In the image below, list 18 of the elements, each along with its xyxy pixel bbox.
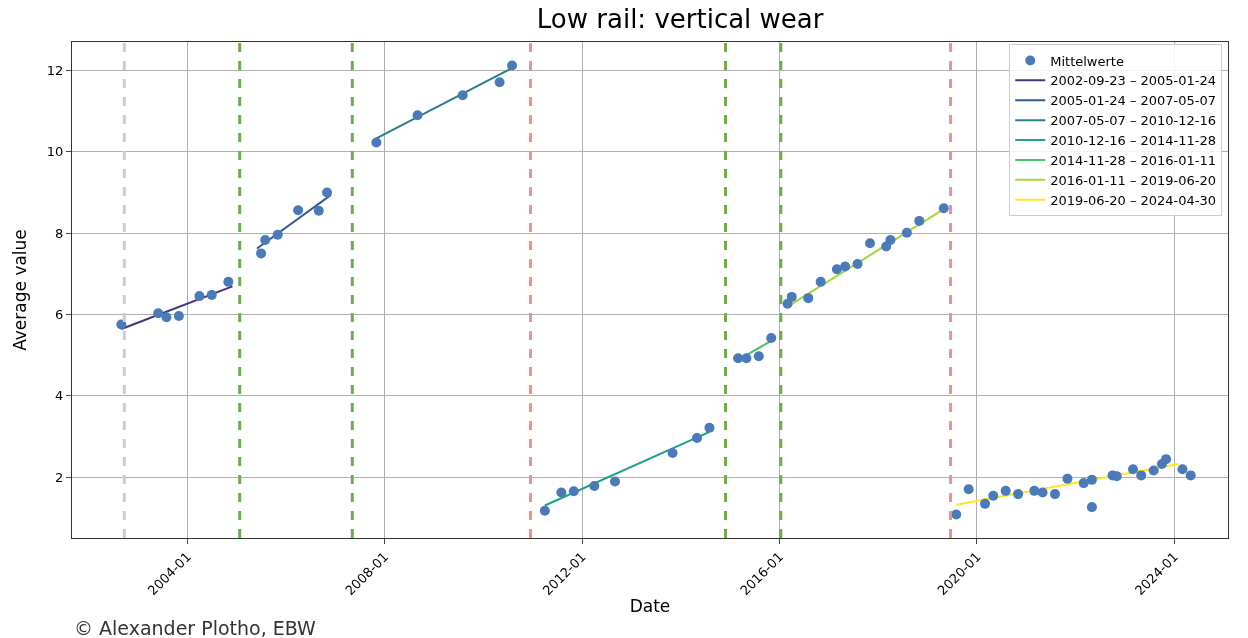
legend-label: 2016-01-11 – 2019-06-20 <box>1050 172 1217 188</box>
y-tick-label: 8 <box>55 225 64 241</box>
legend-label: 2014-11-28 – 2016-01-11 <box>1050 153 1217 168</box>
legend-label: Mittelwerte <box>1050 53 1124 69</box>
y-tick-label: 10 <box>46 144 64 160</box>
chart-title: Low rail: vertical wear <box>536 3 824 34</box>
legend-label: 2010-12-16 – 2014-11-28 <box>1050 133 1217 149</box>
x-axis-title: Date <box>629 595 671 616</box>
y-tick-label: 4 <box>55 388 64 404</box>
y-tick-label: 12 <box>46 63 64 79</box>
legend-label: 2007-05-07 – 2010-12-16 <box>1050 113 1217 129</box>
y-tick-label: 6 <box>55 306 64 322</box>
legend-label: 2019-06-20 – 2024-04-30 <box>1050 192 1217 208</box>
text: © Alexander Plotho, EBW <box>74 617 317 638</box>
y-axis-title: Average value <box>10 229 31 351</box>
legend-label: 2002-09-23 – 2005-01-24 <box>1050 73 1217 89</box>
legend-label: 2005-01-24 – 2007-05-07 <box>1050 93 1217 109</box>
y-tick-label: 2 <box>55 469 64 485</box>
